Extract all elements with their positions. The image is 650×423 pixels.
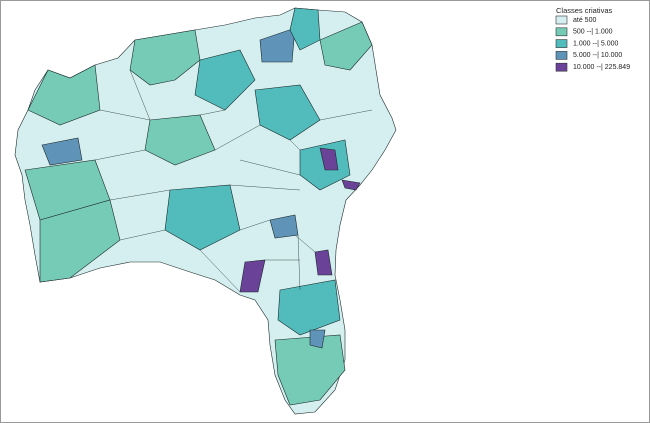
municipal-borders	[94, 69, 373, 293]
region	[27, 64, 101, 126]
legend-title: Classes criativas	[556, 6, 613, 15]
region	[289, 7, 321, 51]
legend: Classes criativas até 500 500 --| 1.000 1.…	[555, 6, 630, 72]
region	[277, 279, 341, 336]
region	[259, 27, 296, 63]
region	[164, 184, 241, 251]
region	[309, 329, 326, 349]
region	[239, 259, 266, 293]
region	[41, 137, 83, 166]
legend-swatch	[555, 51, 568, 60]
region	[129, 29, 201, 86]
region	[194, 49, 256, 111]
legend-label: 5.000 --| 10.000	[573, 52, 622, 59]
legend-swatch	[555, 27, 568, 37]
legend-swatch	[555, 39, 568, 48]
region	[254, 84, 321, 141]
legend-swatch	[555, 15, 568, 25]
region	[319, 147, 339, 171]
legend-label: até 500	[573, 17, 596, 24]
legend-label: 500 --| 1.000	[573, 29, 613, 36]
state-map	[14, 7, 397, 415]
region	[319, 21, 373, 71]
legend-label: 10.000 --| 225.849	[573, 64, 630, 71]
region	[39, 199, 121, 283]
region	[144, 114, 216, 166]
region	[341, 179, 361, 191]
legend-swatch	[555, 62, 568, 72]
region	[314, 249, 333, 276]
region	[274, 334, 346, 406]
legend-label: 1.000 --| 5.000	[573, 40, 619, 47]
